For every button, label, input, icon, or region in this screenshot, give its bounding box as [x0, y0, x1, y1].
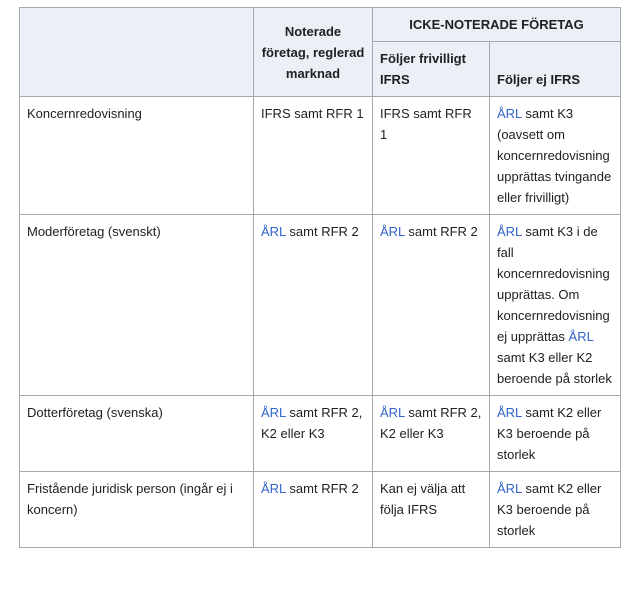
table-cell: IFRS samt RFR 1	[253, 96, 373, 215]
cell-text: samt K3 eller K2 beroende på storlek	[497, 350, 612, 386]
table-row: Dotterföretag (svenska) ÅRL samt RFR 2, K…	[19, 395, 621, 472]
arl-link[interactable]: ÅRL	[497, 106, 522, 121]
cell-text: samt K2 eller K3 beroende på storlek	[497, 405, 602, 462]
table-cell: ÅRL samt K3 (oavsett om koncernredovisni…	[489, 96, 621, 215]
table-cell: ÅRL samt RFR 2	[253, 471, 373, 548]
table-cell: ÅRL samt K2 eller K3 beroende på storlek	[489, 471, 621, 548]
arl-link[interactable]: ÅRL	[380, 224, 405, 239]
row-label: Fristående juridisk person (ingår ej i k…	[19, 471, 254, 548]
arl-link[interactable]: ÅRL	[568, 329, 594, 344]
arl-link[interactable]: ÅRL	[380, 405, 405, 420]
table-cell: ÅRL samt RFR 2, K2 eller K3	[253, 395, 373, 472]
cell-text: samt RFR 2, K2 eller K3	[261, 405, 363, 441]
arl-link[interactable]: ÅRL	[497, 405, 522, 420]
table-cell: ÅRL samt K3 i de fall koncernredovisning…	[489, 214, 621, 396]
accounting-rules-table: Noterade företag, reglerad marknad ICKE-…	[19, 7, 621, 548]
cell-text: Kan ej välja att följa IFRS	[380, 481, 466, 517]
row-label: Dotterföretag (svenska)	[19, 395, 254, 472]
table-cell: Kan ej välja att följa IFRS	[372, 471, 490, 548]
arl-link[interactable]: ÅRL	[261, 224, 286, 239]
table-row: Fristående juridisk person (ingår ej i k…	[19, 471, 621, 548]
table-cell: ÅRL samt RFR 2, K2 eller K3	[372, 395, 490, 472]
table-cell: IFRS samt RFR 1	[372, 96, 490, 215]
header-voluntary-ifrs: Följer frivilligt IFRS	[372, 41, 490, 97]
header-no-ifrs: Följer ej IFRS	[489, 41, 621, 97]
arl-link[interactable]: ÅRL	[497, 224, 522, 239]
cell-text: samt RFR 2	[404, 224, 478, 239]
header-empty	[19, 7, 254, 97]
header-listed: Noterade företag, reglerad marknad	[253, 7, 373, 97]
cell-text: samt RFR 2	[285, 481, 359, 496]
row-label: Moderföretag (svenskt)	[19, 214, 254, 396]
header-unlisted-group: ICKE-NOTERADE FÖRETAG	[372, 7, 621, 42]
cell-text: samt RFR 2, K2 eller K3	[380, 405, 482, 441]
cell-text: samt RFR 2	[285, 224, 359, 239]
cell-text: samt K2 eller K3 beroende på storlek	[497, 481, 602, 538]
arl-link[interactable]: ÅRL	[261, 481, 286, 496]
arl-link[interactable]: ÅRL	[497, 481, 522, 496]
cell-text: samt K3 i de fall koncernredovisning upp…	[497, 224, 610, 344]
cell-text: IFRS samt RFR 1	[380, 106, 472, 142]
row-label: Koncernredovisning	[19, 96, 254, 215]
table-row: Moderföretag (svenskt) ÅRL samt RFR 2 ÅRL …	[19, 214, 621, 396]
table-cell: ÅRL samt RFR 2	[253, 214, 373, 396]
table-row: Koncernredovisning IFRS samt RFR 1 IFRS sa…	[19, 96, 621, 215]
arl-link[interactable]: ÅRL	[261, 405, 286, 420]
cell-text: samt K3 (oavsett om koncernredovisning u…	[497, 106, 612, 205]
table-cell: ÅRL samt K2 eller K3 beroende på storlek	[489, 395, 621, 472]
table-cell: ÅRL samt RFR 2	[372, 214, 490, 396]
cell-text: IFRS samt RFR 1	[261, 106, 364, 121]
